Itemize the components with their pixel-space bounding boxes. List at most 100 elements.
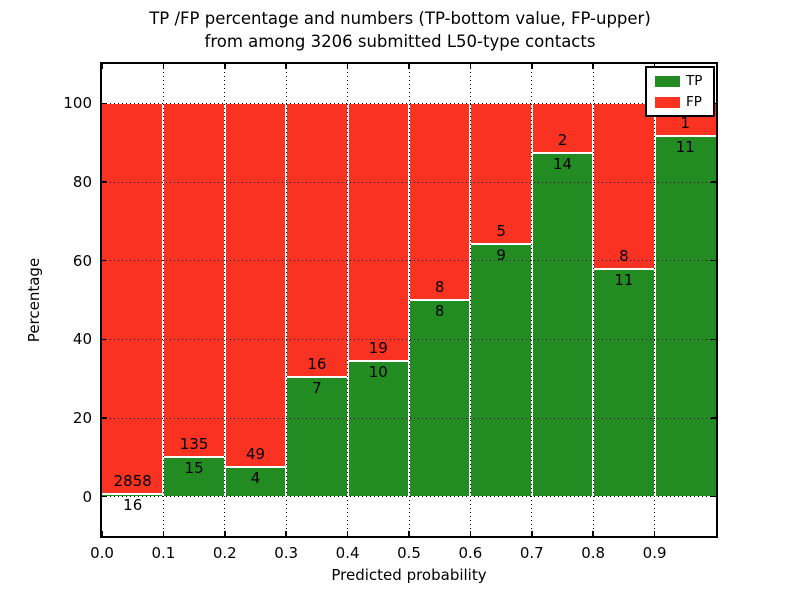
y-tick-mark-right [711,495,716,498]
bar-label-tp: 11 [614,270,634,289]
x-tick-mark [408,531,410,536]
legend-swatch-fp [655,96,680,108]
x-tick-label: 0.9 [642,544,667,562]
bar-edge-boundary [286,375,348,378]
chart-title-line1: TP /FP percentage and numbers (TP-bottom… [149,9,651,28]
x-tick-mark-top [224,64,226,69]
x-tick-mark [592,531,594,536]
y-tick-mark-right [711,259,716,262]
bar-label-tp: 8 [434,302,445,320]
x-tick-mark-top [101,64,103,69]
bar-segment-fp [286,103,348,377]
bar-edge-boundary [593,267,655,270]
x-tick-label: 0.3 [274,544,299,562]
bar-label-fp: 1 [680,114,691,133]
x-tick-mark [285,531,287,536]
bar-segment-tp [531,152,594,497]
gridline-vertical [592,64,594,536]
x-tick-label: 0.2 [212,544,237,562]
bar-label-tp: 9 [496,245,506,264]
bar-segment-tp [593,268,655,497]
bar-label-fp: 2858 [113,472,152,491]
bar-segment-tp [654,136,716,497]
x-tick-label: 0.1 [151,544,176,562]
bar-label-tp: 4 [250,468,261,487]
x-tick-mark-top [469,64,472,69]
bar-label-tp: 10 [368,363,388,382]
bar-segment-tp [409,300,471,497]
x-axis-title: Predicted probability [331,566,487,584]
x-tick-mark [469,531,472,536]
y-tick-mark [102,495,107,498]
gridline-vertical [469,64,471,536]
bar-edge-boundary [409,299,471,301]
x-tick-mark-top [285,64,287,69]
bar-label-tp: 14 [552,154,573,173]
y-tick-mark [102,338,107,341]
x-tick-mark [531,531,533,536]
bar-segment-fp [593,103,655,269]
y-axis-title: Percentage [25,257,43,343]
bar-segment-fp [102,103,164,495]
gridline-vertical [224,64,226,536]
y-tick-mark [102,181,107,183]
x-tick-label: 0.4 [335,544,360,562]
bar-edge-boundary [654,135,716,138]
bar-segment-fp [470,103,532,244]
legend: TP FP [645,66,715,117]
bar-label-fp: 19 [368,339,388,358]
bar-label-tp: 11 [675,138,695,157]
legend-item: TP [655,74,705,88]
legend-swatch-tp [655,75,680,87]
bar-edge-boundary [163,456,225,459]
x-tick-label: 0.7 [519,544,544,562]
y-tick-mark [102,259,107,262]
plot-area: 2858 16 135 15 49 4 16 7 19 10 8 8 5 9 2 14 8 11 1 11 [100,62,718,538]
x-tick-mark-top [408,64,410,69]
bar-segment-tp [470,243,532,497]
bar-segment-fp [531,103,594,153]
y-tick-mark [102,417,107,419]
x-tick-mark-top [531,64,533,69]
x-tick-mark [346,531,349,536]
bar-segment-fp [347,103,409,362]
bar-segment-tp [163,457,225,497]
x-tick-mark [653,531,656,536]
bar-label-fp: 8 [434,278,445,296]
chart-title-line2: from among 3206 submitted L50-type conta… [204,31,596,51]
x-tick-mark [162,531,165,536]
gridline-vertical [162,64,164,536]
y-tick-mark-right [711,181,716,183]
bar-label-tp: 15 [184,459,204,478]
x-tick-mark-top [592,64,594,69]
bar-label-fp: 16 [307,354,327,373]
chart-title: TP /FP percentage and numbers (TP-bottom… [0,8,800,53]
bar-edge-boundary [224,465,287,468]
bar-label-fp: 2 [557,130,568,149]
legend-label-fp: FP [686,94,702,110]
bar-segment-tp [102,494,164,497]
bar-label-fp: 8 [619,246,629,265]
legend-item: FP [655,95,705,109]
gridline-vertical [347,64,349,536]
bar-segment-tp [224,466,287,497]
x-tick-mark [101,531,103,536]
bar-edge-boundary [531,151,594,154]
bar-edge-boundary [470,242,532,245]
x-tick-label: 0.6 [458,544,483,562]
y-tick-label: 40 [72,330,92,349]
gridline-vertical [408,64,410,536]
bar-segment-tp [286,376,348,497]
gridline-vertical [285,64,287,536]
gridline-vertical [531,64,533,536]
bar-label-tp: 7 [312,378,322,397]
bar-segment-fp [409,103,471,300]
bar-segment-fp [224,103,287,467]
y-tick-label: 0 [82,487,92,506]
bar-segment-tp [347,361,409,497]
x-tick-mark-top [346,64,349,69]
x-tick-mark [224,531,226,536]
x-tick-mark-top [162,64,165,69]
bar-edge-boundary [102,493,164,496]
